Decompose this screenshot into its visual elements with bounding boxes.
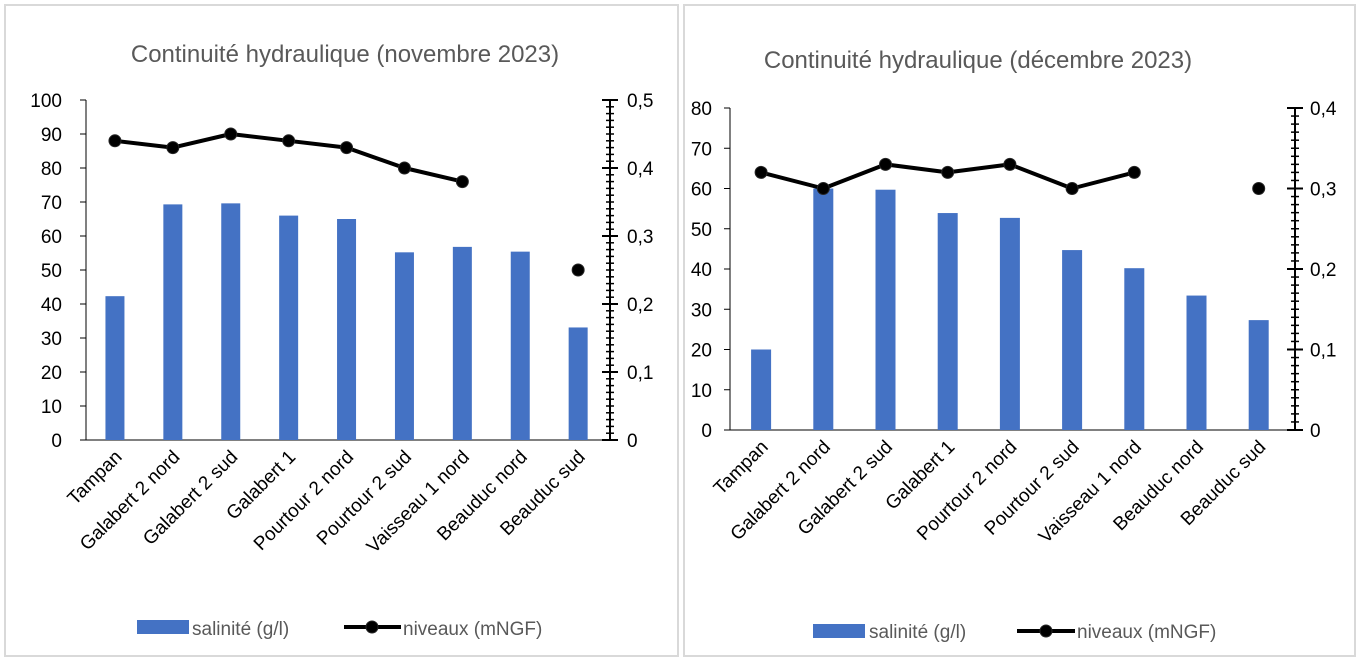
bar xyxy=(105,296,125,440)
legend-label-salinity: salinité (g/l) xyxy=(869,622,966,643)
left-tick-label: 80 xyxy=(41,159,62,180)
right-tick-label: 0 xyxy=(627,431,638,452)
line-point xyxy=(941,165,955,179)
bar xyxy=(1248,320,1269,430)
left-tick-label: 80 xyxy=(691,99,712,120)
right-tick-label: 0,3 xyxy=(627,227,653,248)
bar xyxy=(163,204,183,440)
bar xyxy=(999,217,1020,430)
left-tick-label: 50 xyxy=(691,220,712,241)
chart-title: Continuité hydraulique (décembre 2023) xyxy=(764,47,1192,74)
line-point xyxy=(340,141,354,155)
category-label: Tampan xyxy=(710,437,773,500)
bar xyxy=(1062,250,1083,430)
bar xyxy=(279,215,299,440)
legend-label-salinity: salinité (g/l) xyxy=(192,619,289,640)
left-tick-label: 40 xyxy=(41,295,62,316)
legend-label-niveaux: niveaux (mNGF) xyxy=(403,619,542,640)
left-tick-label: 0 xyxy=(701,421,712,442)
legend-marker xyxy=(365,620,379,634)
left-tick-label: 30 xyxy=(691,300,712,321)
right-tick-label: 0,4 xyxy=(1310,99,1337,120)
left-tick-label: 30 xyxy=(41,329,62,350)
left-tick-label: 10 xyxy=(41,397,62,418)
left-tick-label: 70 xyxy=(41,193,62,214)
legend-swatch-salinity xyxy=(813,624,865,638)
line-point xyxy=(879,157,892,171)
legend-swatch-salinity xyxy=(137,620,189,634)
left-tick-label: 60 xyxy=(691,180,712,201)
line-point xyxy=(455,175,469,189)
right-tick-label: 0,3 xyxy=(1310,180,1336,201)
bar xyxy=(568,327,588,440)
category-label: Galabert 2 nord xyxy=(76,447,184,555)
line-point xyxy=(1252,182,1266,195)
bar xyxy=(1124,268,1145,430)
bar xyxy=(394,252,414,440)
left-tick-label: 50 xyxy=(41,261,62,282)
bar xyxy=(875,189,896,430)
left-tick-label: 10 xyxy=(691,381,712,402)
bar xyxy=(1186,295,1207,430)
line-point xyxy=(1127,165,1141,179)
line-point xyxy=(397,161,411,175)
left-tick-label: 90 xyxy=(41,125,62,146)
right-tick-label: 0,4 xyxy=(627,159,654,180)
line-point xyxy=(224,127,238,141)
chart-title: Continuité hydraulique (novembre 2023) xyxy=(131,41,559,68)
line-point xyxy=(166,141,180,155)
line-point xyxy=(571,263,585,277)
legend-label-niveaux: niveaux (mNGF) xyxy=(1077,622,1216,643)
line-point xyxy=(816,182,830,195)
left-tick-label: 100 xyxy=(30,91,62,112)
right-tick-label: 0,2 xyxy=(1310,260,1336,281)
legend-marker xyxy=(1039,624,1053,638)
left-tick-label: 60 xyxy=(41,227,62,248)
line-point xyxy=(754,165,768,179)
line-point xyxy=(1003,157,1017,171)
legend: salinité (g/l) niveaux (mNGF) xyxy=(137,619,542,640)
right-tick-label: 0,5 xyxy=(627,91,653,112)
bar xyxy=(221,203,241,440)
left-tick-label: 40 xyxy=(691,260,712,281)
right-tick-label: 0,1 xyxy=(627,363,653,384)
right-tick-label: 0,2 xyxy=(627,295,653,316)
category-label: Pourtour 2 nord xyxy=(250,447,358,555)
chart-november: Continuité hydraulique (novembre 2023) s… xyxy=(30,41,654,640)
bar xyxy=(510,251,530,440)
left-tick-label: 20 xyxy=(691,341,712,362)
left-tick-label: 0 xyxy=(51,431,62,452)
right-tick-label: 0,1 xyxy=(1310,341,1336,362)
line-point xyxy=(108,134,122,148)
line-point xyxy=(1065,182,1079,195)
bar xyxy=(452,246,472,440)
chart-december: Continuité hydraulique (décembre 2023) s… xyxy=(691,47,1337,643)
left-tick-label: 70 xyxy=(691,139,712,160)
bar xyxy=(337,219,357,440)
bar xyxy=(937,213,958,430)
left-tick-label: 20 xyxy=(41,363,62,384)
line-point xyxy=(282,134,296,148)
bar xyxy=(813,188,834,430)
bar xyxy=(751,349,772,430)
legend: salinité (g/l) niveaux (mNGF) xyxy=(813,622,1216,643)
right-tick-label: 0 xyxy=(1310,421,1321,442)
category-label: Vaisseau 1 nord xyxy=(363,447,474,558)
